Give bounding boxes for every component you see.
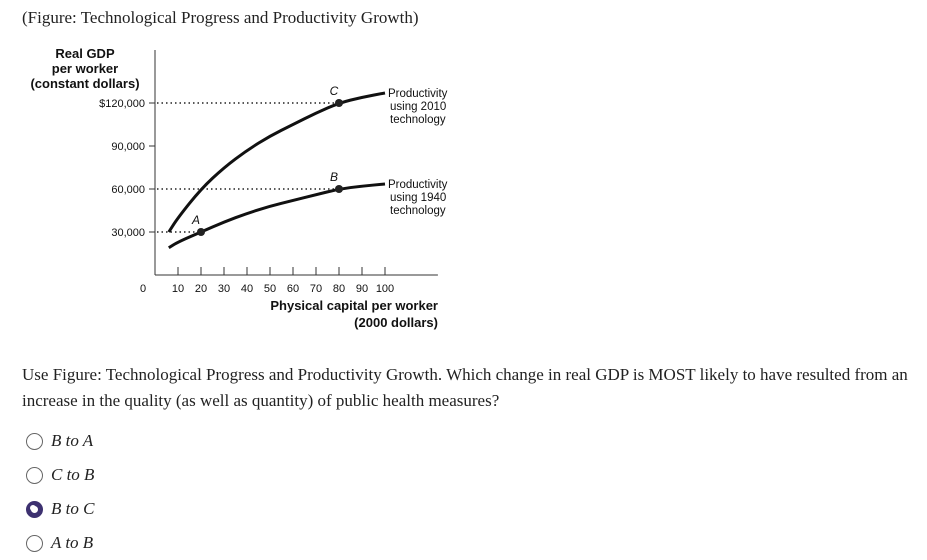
- point-b: [335, 185, 343, 193]
- radio-button[interactable]: [26, 432, 43, 450]
- y-axis-label: (constant dollars): [30, 76, 139, 91]
- series-label: technology: [390, 205, 446, 217]
- origin-label: 0: [140, 283, 146, 295]
- x-tick-label: 80: [333, 283, 345, 295]
- option-label: B to C: [51, 499, 95, 518]
- figure-title: (Figure: Technological Progress and Prod…: [22, 8, 419, 27]
- option-b-to-a[interactable]: B to A: [26, 424, 94, 458]
- curve-1940-technology: [168, 182, 386, 250]
- x-tick-label: 50: [264, 283, 276, 295]
- x-tick-label: 10: [172, 283, 184, 295]
- curve-2010-technology: [167, 91, 386, 233]
- radio-button-selected[interactable]: [26, 500, 43, 518]
- option-label: C to B: [51, 465, 95, 484]
- radio-button[interactable]: [26, 534, 43, 552]
- x-tick-label: 90: [356, 283, 368, 295]
- y-axis-label: Real GDP: [55, 46, 115, 61]
- series-label: using 2010: [390, 101, 446, 113]
- option-a-to-b[interactable]: A to B: [26, 526, 94, 560]
- x-tick-label: 30: [218, 283, 230, 295]
- option-c-to-b[interactable]: C to B: [26, 458, 94, 492]
- x-axis-label: (2000 dollars): [354, 315, 438, 330]
- point-label: A: [191, 213, 200, 227]
- point-a: [197, 228, 205, 236]
- series-label: using 1940: [390, 192, 446, 204]
- x-axis-label: Physical capital per worker: [270, 298, 438, 313]
- point-label: C: [330, 84, 339, 98]
- y-tick-label: 60,000: [111, 184, 145, 196]
- point-label: B: [330, 170, 338, 184]
- series-label: Productivity: [388, 88, 448, 100]
- radio-button[interactable]: [26, 466, 43, 484]
- x-tick-label: 20: [195, 283, 207, 295]
- option-b-to-c[interactable]: B to C: [26, 492, 94, 526]
- option-label: A to B: [51, 533, 94, 552]
- option-label: B to A: [51, 431, 94, 450]
- answer-options: B to A C to B B to C A to B: [26, 424, 94, 560]
- y-tick-label: 90,000: [111, 141, 145, 153]
- point-c: [335, 99, 343, 107]
- question-text: Use Figure: Technological Progress and P…: [22, 365, 908, 410]
- x-tick-label: 40: [241, 283, 253, 295]
- x-tick-label: 60: [287, 283, 299, 295]
- series-label: Productivity: [388, 179, 448, 191]
- y-tick-label: 30,000: [111, 227, 145, 239]
- x-tick-label: 100: [376, 283, 394, 295]
- series-label: technology: [390, 114, 446, 126]
- y-axis-label: per worker: [52, 61, 118, 76]
- x-tick-label: 70: [310, 283, 322, 295]
- y-tick-label: $120,000: [99, 98, 145, 110]
